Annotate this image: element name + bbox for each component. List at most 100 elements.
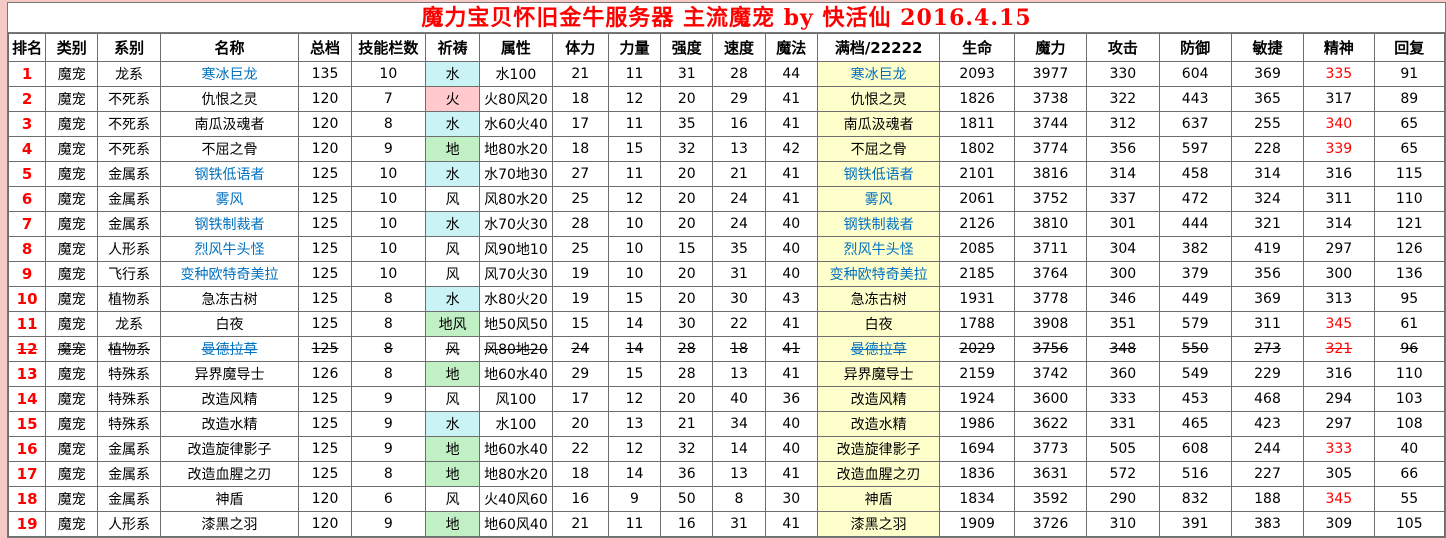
cell-defense-row-13[interactable]: 549 <box>1158 361 1232 387</box>
cell-life-row-17[interactable]: 1836 <box>939 461 1015 487</box>
cell-prayer-row-3[interactable]: 水 <box>424 111 481 137</box>
column-header-recovery[interactable]: 回复 <box>1373 33 1446 62</box>
cell-life-row-3[interactable]: 1811 <box>939 111 1015 137</box>
cell-attack-row-12[interactable]: 348 <box>1086 336 1160 362</box>
cell-full_grade_name-row-7[interactable]: 钢铁制裁者 <box>816 211 941 237</box>
cell-power-row-9[interactable]: 20 <box>660 261 714 287</box>
cell-total_grade-row-11[interactable]: 125 <box>298 311 352 337</box>
cell-defense-row-19[interactable]: 391 <box>1158 511 1232 537</box>
cell-mana-row-5[interactable]: 3816 <box>1013 161 1088 187</box>
cell-mana-row-3[interactable]: 3744 <box>1013 111 1088 137</box>
cell-magic-row-3[interactable]: 41 <box>764 111 818 137</box>
column-header-name[interactable]: 名称 <box>159 33 300 62</box>
cell-spirit-row-1[interactable]: 335 <box>1303 61 1375 87</box>
cell-spirit-row-11[interactable]: 345 <box>1303 311 1375 337</box>
cell-category-row-17[interactable]: 魔宠 <box>45 461 99 487</box>
cell-mana-row-6[interactable]: 3752 <box>1013 186 1088 212</box>
cell-attribute-row-5[interactable]: 水70地30 <box>479 161 553 187</box>
cell-name-row-13[interactable]: 异界魔导士 <box>159 361 300 387</box>
cell-magic-row-19[interactable]: 41 <box>764 511 818 537</box>
cell-skill_slots-row-18[interactable]: 6 <box>350 486 427 512</box>
cell-attribute-row-3[interactable]: 水60火40 <box>479 111 553 137</box>
cell-family-row-13[interactable]: 特殊系 <box>97 361 161 387</box>
cell-name-row-18[interactable]: 神盾 <box>159 486 300 512</box>
cell-agility-row-10[interactable]: 369 <box>1230 286 1305 312</box>
cell-family-row-3[interactable]: 不死系 <box>97 111 161 137</box>
cell-family-row-17[interactable]: 金属系 <box>97 461 161 487</box>
cell-strength-row-15[interactable]: 13 <box>607 411 662 437</box>
cell-total_grade-row-3[interactable]: 120 <box>298 111 352 137</box>
cell-full_grade_name-row-15[interactable]: 改造水精 <box>816 411 941 437</box>
cell-category-row-5[interactable]: 魔宠 <box>45 161 99 187</box>
cell-family-row-16[interactable]: 金属系 <box>97 436 161 462</box>
cell-stamina-row-19[interactable]: 21 <box>551 511 609 537</box>
column-header-power[interactable]: 强度 <box>660 33 714 62</box>
cell-attack-row-10[interactable]: 346 <box>1086 286 1160 312</box>
cell-life-row-10[interactable]: 1931 <box>939 286 1015 312</box>
cell-defense-row-9[interactable]: 379 <box>1158 261 1232 287</box>
cell-recovery-row-4[interactable]: 65 <box>1373 136 1446 162</box>
cell-mana-row-17[interactable]: 3631 <box>1013 461 1088 487</box>
cell-power-row-12[interactable]: 28 <box>660 336 714 362</box>
cell-recovery-row-10[interactable]: 95 <box>1373 286 1446 312</box>
cell-agility-row-16[interactable]: 244 <box>1230 436 1305 462</box>
cell-rank-row-16[interactable]: 16 <box>7 436 47 462</box>
cell-rank-row-4[interactable]: 4 <box>7 136 47 162</box>
cell-magic-row-18[interactable]: 30 <box>764 486 818 512</box>
cell-attack-row-19[interactable]: 310 <box>1086 511 1160 537</box>
cell-category-row-19[interactable]: 魔宠 <box>45 511 99 537</box>
cell-family-row-5[interactable]: 金属系 <box>97 161 161 187</box>
cell-skill_slots-row-19[interactable]: 9 <box>350 511 427 537</box>
cell-recovery-row-13[interactable]: 110 <box>1373 361 1446 387</box>
cell-attack-row-2[interactable]: 322 <box>1086 86 1160 112</box>
cell-magic-row-4[interactable]: 42 <box>764 136 818 162</box>
cell-total_grade-row-17[interactable]: 125 <box>298 461 352 487</box>
cell-full_grade_name-row-10[interactable]: 急冻古树 <box>816 286 941 312</box>
cell-skill_slots-row-4[interactable]: 9 <box>350 136 427 162</box>
cell-spirit-row-5[interactable]: 316 <box>1303 161 1375 187</box>
cell-strength-row-11[interactable]: 14 <box>607 311 662 337</box>
cell-skill_slots-row-11[interactable]: 8 <box>350 311 427 337</box>
cell-skill_slots-row-12[interactable]: 8 <box>350 336 427 362</box>
cell-recovery-row-9[interactable]: 136 <box>1373 261 1446 287</box>
cell-mana-row-8[interactable]: 3711 <box>1013 236 1088 262</box>
cell-rank-row-18[interactable]: 18 <box>7 486 47 512</box>
cell-strength-row-7[interactable]: 10 <box>607 211 662 237</box>
cell-category-row-2[interactable]: 魔宠 <box>45 86 99 112</box>
cell-recovery-row-1[interactable]: 91 <box>1373 61 1446 87</box>
cell-recovery-row-16[interactable]: 40 <box>1373 436 1446 462</box>
cell-stamina-row-16[interactable]: 22 <box>551 436 609 462</box>
cell-prayer-row-4[interactable]: 地 <box>424 136 481 162</box>
cell-power-row-4[interactable]: 32 <box>660 136 714 162</box>
cell-name-row-12[interactable]: 曼德拉草 <box>159 336 300 362</box>
cell-magic-row-10[interactable]: 43 <box>764 286 818 312</box>
column-header-strength[interactable]: 力量 <box>607 33 662 62</box>
cell-attack-row-4[interactable]: 356 <box>1086 136 1160 162</box>
cell-family-row-4[interactable]: 不死系 <box>97 136 161 162</box>
cell-defense-row-6[interactable]: 472 <box>1158 186 1232 212</box>
cell-magic-row-13[interactable]: 41 <box>764 361 818 387</box>
cell-prayer-row-12[interactable]: 风 <box>424 336 481 362</box>
cell-skill_slots-row-8[interactable]: 10 <box>350 236 427 262</box>
cell-speed-row-14[interactable]: 40 <box>712 386 766 412</box>
cell-rank-row-19[interactable]: 19 <box>7 511 47 537</box>
cell-recovery-row-19[interactable]: 105 <box>1373 511 1446 537</box>
cell-strength-row-10[interactable]: 15 <box>607 286 662 312</box>
cell-total_grade-row-7[interactable]: 125 <box>298 211 352 237</box>
cell-rank-row-5[interactable]: 5 <box>7 161 47 187</box>
column-header-speed[interactable]: 速度 <box>712 33 766 62</box>
cell-name-row-2[interactable]: 仇恨之灵 <box>159 86 300 112</box>
cell-prayer-row-16[interactable]: 地 <box>424 436 481 462</box>
cell-strength-row-9[interactable]: 10 <box>607 261 662 287</box>
cell-full_grade_name-row-17[interactable]: 改造血腥之刃 <box>816 461 941 487</box>
cell-recovery-row-12[interactable]: 96 <box>1373 336 1446 362</box>
cell-power-row-11[interactable]: 30 <box>660 311 714 337</box>
cell-prayer-row-11[interactable]: 地风 <box>424 311 481 337</box>
column-header-life[interactable]: 生命 <box>939 33 1015 62</box>
cell-stamina-row-8[interactable]: 25 <box>551 236 609 262</box>
cell-mana-row-9[interactable]: 3764 <box>1013 261 1088 287</box>
cell-speed-row-10[interactable]: 30 <box>712 286 766 312</box>
cell-mana-row-10[interactable]: 3778 <box>1013 286 1088 312</box>
cell-power-row-14[interactable]: 20 <box>660 386 714 412</box>
cell-attribute-row-8[interactable]: 风90地10 <box>479 236 553 262</box>
